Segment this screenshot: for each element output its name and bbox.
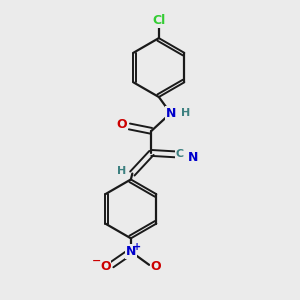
Text: Cl: Cl [152,14,166,27]
Text: O: O [150,260,161,273]
Text: +: + [133,242,141,252]
Text: O: O [100,260,111,273]
Text: C: C [176,149,184,159]
Text: O: O [117,118,127,131]
Text: N: N [188,152,198,164]
Text: H: H [117,166,127,176]
Text: N: N [165,107,176,120]
Text: N: N [126,245,136,258]
Text: −: − [92,256,102,266]
Text: H: H [181,108,190,118]
